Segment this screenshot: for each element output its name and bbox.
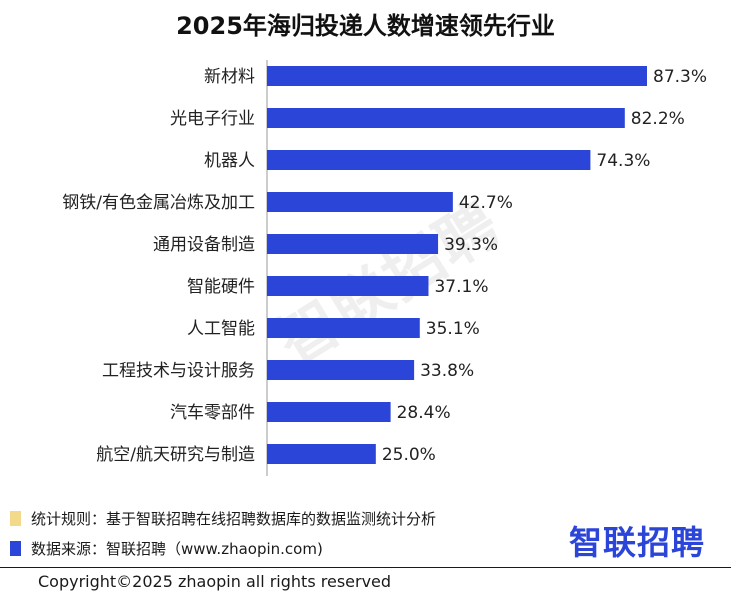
bar <box>267 318 420 338</box>
category-label: 汽车零部件 <box>170 403 255 423</box>
bar <box>267 108 625 128</box>
zhaopin-logo: 智联招聘 <box>569 523 705 562</box>
value-label: 25.0% <box>382 445 436 465</box>
legend-text-rule: 统计规则：基于智联招聘在线招聘数据库的数据监测统计分析 <box>31 510 437 528</box>
value-label: 74.3% <box>596 151 650 171</box>
bar <box>267 444 376 464</box>
category-label: 航空/航天研究与制造 <box>96 445 255 465</box>
copyright-text: Copyright©2025 zhaopin all rights reserv… <box>38 572 392 591</box>
bar <box>267 402 391 422</box>
category-label: 智能硬件 <box>187 277 255 297</box>
category-label: 机器人 <box>204 151 255 171</box>
bar <box>267 276 429 296</box>
bar <box>267 360 415 380</box>
value-label: 37.1% <box>434 277 488 297</box>
value-label: 39.3% <box>444 235 498 255</box>
category-label: 钢铁/有色金属冶炼及加工 <box>62 193 255 213</box>
legend-swatch-source <box>10 541 21 556</box>
bar-chart: 新材料 87.3% 光电子行业 82.2% 机器人 74.3% 钢铁/有色金属冶炼及加工 42… <box>62 60 707 476</box>
category-label: 工程技术与设计服务 <box>102 361 255 381</box>
value-label: 28.4% <box>397 403 451 423</box>
value-label: 35.1% <box>426 319 480 339</box>
legend-swatch-rule <box>10 511 21 526</box>
category-label: 新材料 <box>204 67 255 87</box>
chart-title: 2025年海归投递人数增速领先行业 <box>176 12 555 40</box>
category-label: 人工智能 <box>187 319 255 339</box>
bar <box>267 192 453 212</box>
category-label: 光电子行业 <box>170 109 255 129</box>
footer-divider <box>0 567 731 568</box>
legend-item-source: 数据来源：智联招聘（www.zhaopin.com) <box>10 538 323 559</box>
legend-text-source: 数据来源：智联招聘（www.zhaopin.com) <box>31 540 323 558</box>
bar <box>267 66 647 86</box>
value-label: 33.8% <box>420 361 474 381</box>
legend-item-rule: 统计规则：基于智联招聘在线招聘数据库的数据监测统计分析 <box>10 508 436 529</box>
value-label: 42.7% <box>459 193 513 213</box>
value-label: 87.3% <box>653 67 707 87</box>
value-label: 82.2% <box>631 109 685 129</box>
bar <box>267 150 591 170</box>
bar <box>267 234 439 254</box>
category-label: 通用设备制造 <box>153 235 255 255</box>
